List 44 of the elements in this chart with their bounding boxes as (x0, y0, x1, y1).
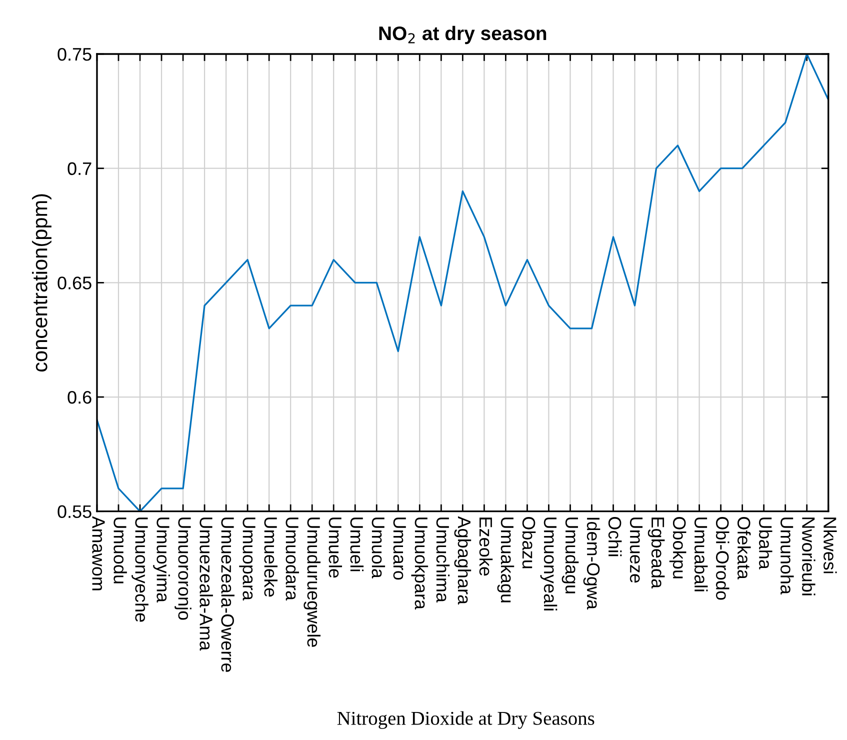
x-tick-label: Idem-Ogwa (583, 518, 600, 610)
x-tick-label: Obazu (522, 517, 536, 568)
x-tick-label: Agbaghara (454, 516, 472, 605)
x-tick-label: Amawom (92, 516, 105, 590)
x-tick-label: Umuodara (286, 518, 299, 600)
x-tick-label: Umuchima (436, 518, 450, 602)
x-tick-label: Nworieubi (802, 518, 816, 596)
x-tick-label: Umuaro (393, 518, 406, 580)
y-tick-label: 0.75 (58, 48, 92, 61)
x-tick-label: Umudagu (562, 518, 579, 594)
y-tick-label: 0.55 (58, 505, 92, 518)
x-tick-label: Umuezeala-Owerre (221, 518, 234, 672)
chart-title: NO$_{2}$ at dry season (379, 26, 546, 44)
line-series (96, 54, 828, 512)
x-tick-label: Ubaha (758, 518, 772, 570)
x-tick-label: Umuopara (239, 518, 256, 600)
x-tick-label: Umuonyeche (132, 518, 148, 622)
x-tick-label: Umuakagu (497, 518, 514, 602)
x-tick-label: Umuola (372, 518, 386, 578)
x-tick-label: Umuduruegwele (304, 518, 321, 647)
x-tick-label: Umunoha (780, 518, 794, 594)
y-tick-label: 0.65 (58, 276, 92, 290)
x-tick-label: Umueze (630, 518, 643, 583)
x-tick-label: Umuabali (694, 518, 708, 592)
x-tick-label: Obokpu (669, 517, 686, 578)
x-tick-label: Ochii (608, 517, 622, 556)
x-tick-label: Egbeada (648, 518, 665, 588)
x-tick-label: Umuezeala-Ama (200, 518, 213, 651)
x-tick-label: Umuodu (114, 518, 127, 584)
y-tick-label: 0.7 (68, 162, 92, 176)
x-tick-label: Umueli (350, 518, 364, 572)
y-tick-label: 0.6 (68, 390, 92, 404)
x-tick-label: Umuonyeali (540, 518, 558, 610)
x-tick-label: Umuele (328, 518, 342, 578)
x-tick-label: Umueleke (264, 518, 278, 597)
y-axis-title: concentration(ppm) (32, 194, 52, 372)
x-tick-label: Umuororonjo (174, 518, 192, 620)
x-tick-label: Umuoyima (153, 518, 170, 602)
x-axis-title: Nitrogen Dioxide at Dry Seasons (337, 711, 594, 729)
x-tick-label: Obi-Orodo (716, 517, 730, 600)
x-tick-label: Ofekata (737, 517, 751, 580)
x-tick-label: Ezeoke (479, 518, 493, 576)
x-tick-label: Umuokpara (411, 518, 428, 610)
x-tick-label: Nkwesi (824, 518, 837, 574)
